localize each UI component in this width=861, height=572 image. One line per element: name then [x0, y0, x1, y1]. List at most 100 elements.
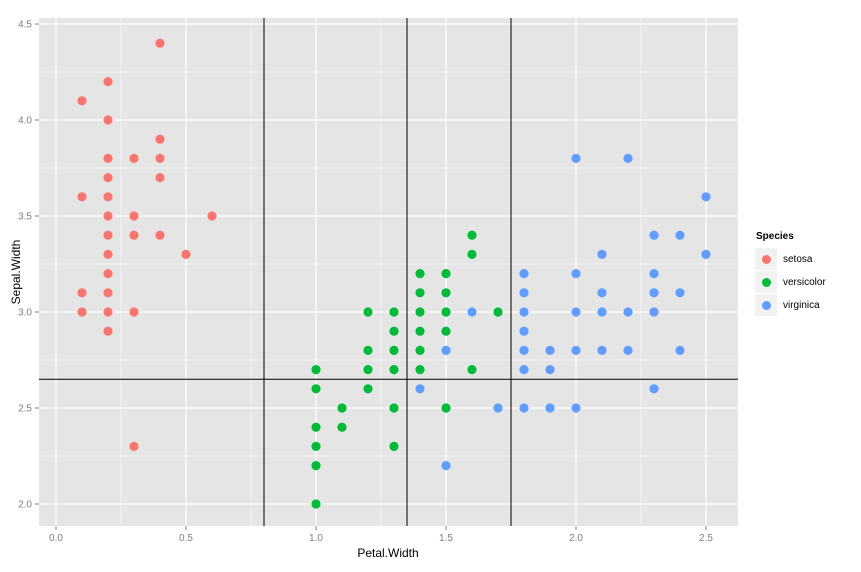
data-point-virginica [571, 269, 581, 279]
data-point-versicolor [441, 307, 451, 317]
data-point-versicolor [337, 403, 347, 413]
data-point-virginica [623, 345, 633, 355]
data-point-virginica [571, 153, 581, 163]
x-tick-label: 0.0 [49, 533, 63, 544]
data-point-versicolor [389, 307, 399, 317]
data-point-virginica [519, 345, 529, 355]
data-point-setosa [77, 288, 87, 298]
data-point-versicolor [441, 403, 451, 413]
data-point-virginica [623, 307, 633, 317]
data-point-setosa [129, 211, 139, 221]
x-tick-label: 2.0 [569, 533, 583, 544]
data-point-versicolor [389, 326, 399, 336]
data-point-versicolor [415, 365, 425, 375]
data-point-versicolor [441, 288, 451, 298]
data-point-virginica [675, 230, 685, 240]
data-point-setosa [181, 249, 191, 259]
legend-label: versicolor [783, 276, 826, 288]
y-axis: 2.0 2.5 3.0 3.5 4.0 4.5 [18, 20, 39, 511]
data-point-virginica [519, 288, 529, 298]
legend-title: Species [756, 231, 794, 242]
data-point-versicolor [311, 499, 321, 509]
data-point-virginica [597, 307, 607, 317]
circle-marker-icon [761, 254, 771, 264]
legend-label: setosa [783, 253, 813, 265]
data-point-virginica [649, 269, 659, 279]
data-point-setosa [207, 211, 217, 221]
data-point-versicolor [415, 307, 425, 317]
data-point-versicolor [467, 249, 477, 259]
data-point-setosa [129, 230, 139, 240]
legend-key [755, 271, 777, 293]
data-point-virginica [415, 384, 425, 394]
data-point-virginica [571, 403, 581, 413]
data-point-setosa [129, 441, 139, 451]
legend-item-setosa: setosa [755, 248, 855, 270]
legend-label: virginica [783, 299, 820, 311]
y-axis-title: Sepal.Width [9, 240, 23, 305]
data-point-virginica [545, 403, 555, 413]
legend: Species setosa versicolor virginica [755, 230, 855, 317]
data-point-versicolor [363, 384, 373, 394]
data-point-virginica [701, 192, 711, 202]
data-point-versicolor [467, 230, 477, 240]
data-point-setosa [77, 192, 87, 202]
data-point-versicolor [415, 269, 425, 279]
data-point-versicolor [389, 345, 399, 355]
data-point-virginica [545, 345, 555, 355]
circle-marker-icon [761, 277, 771, 287]
legend-key [755, 248, 777, 270]
data-point-versicolor [389, 441, 399, 451]
data-point-virginica [493, 403, 503, 413]
data-point-virginica [675, 345, 685, 355]
data-point-virginica [571, 307, 581, 317]
data-point-versicolor [337, 422, 347, 432]
x-tick-label: 2.5 [699, 533, 713, 544]
data-point-setosa [155, 230, 165, 240]
data-point-versicolor [363, 345, 373, 355]
data-point-setosa [155, 134, 165, 144]
data-point-virginica [441, 345, 451, 355]
x-tick-label: 1.0 [309, 533, 323, 544]
legend-item-versicolor: versicolor [755, 271, 855, 293]
x-axis: 0.0 0.5 1.0 1.5 2.0 2.5 [49, 526, 713, 544]
data-point-versicolor [415, 345, 425, 355]
data-point-setosa [129, 307, 139, 317]
data-point-setosa [103, 269, 113, 279]
data-point-versicolor [389, 365, 399, 375]
data-point-versicolor [311, 384, 321, 394]
data-point-versicolor [363, 307, 373, 317]
data-point-virginica [649, 307, 659, 317]
data-point-setosa [103, 192, 113, 202]
plot-panel [39, 18, 738, 526]
data-point-versicolor [311, 422, 321, 432]
data-point-setosa [103, 326, 113, 336]
data-point-virginica [571, 345, 581, 355]
x-tick-label: 1.5 [439, 533, 453, 544]
data-point-versicolor [389, 403, 399, 413]
y-tick-label: 4.0 [18, 116, 32, 127]
data-point-virginica [623, 153, 633, 163]
data-points [77, 38, 711, 509]
data-point-virginica [597, 249, 607, 259]
data-point-virginica [519, 326, 529, 336]
data-point-virginica [467, 307, 477, 317]
data-point-setosa [103, 115, 113, 125]
x-axis-title: Petal.Width [357, 546, 418, 560]
legend-key [755, 294, 777, 316]
x-tick-label: 0.5 [179, 533, 193, 544]
data-point-versicolor [493, 307, 503, 317]
y-tick-label: 3.0 [18, 308, 32, 319]
data-point-versicolor [415, 326, 425, 336]
data-point-virginica [519, 269, 529, 279]
data-point-setosa [103, 153, 113, 163]
y-tick-label: 2.0 [18, 500, 32, 511]
data-point-virginica [545, 365, 555, 375]
data-point-virginica [519, 365, 529, 375]
data-point-versicolor [311, 365, 321, 375]
data-point-virginica [649, 384, 659, 394]
reference-lines [39, 18, 738, 526]
data-point-virginica [675, 288, 685, 298]
data-point-setosa [103, 211, 113, 221]
data-point-versicolor [415, 288, 425, 298]
